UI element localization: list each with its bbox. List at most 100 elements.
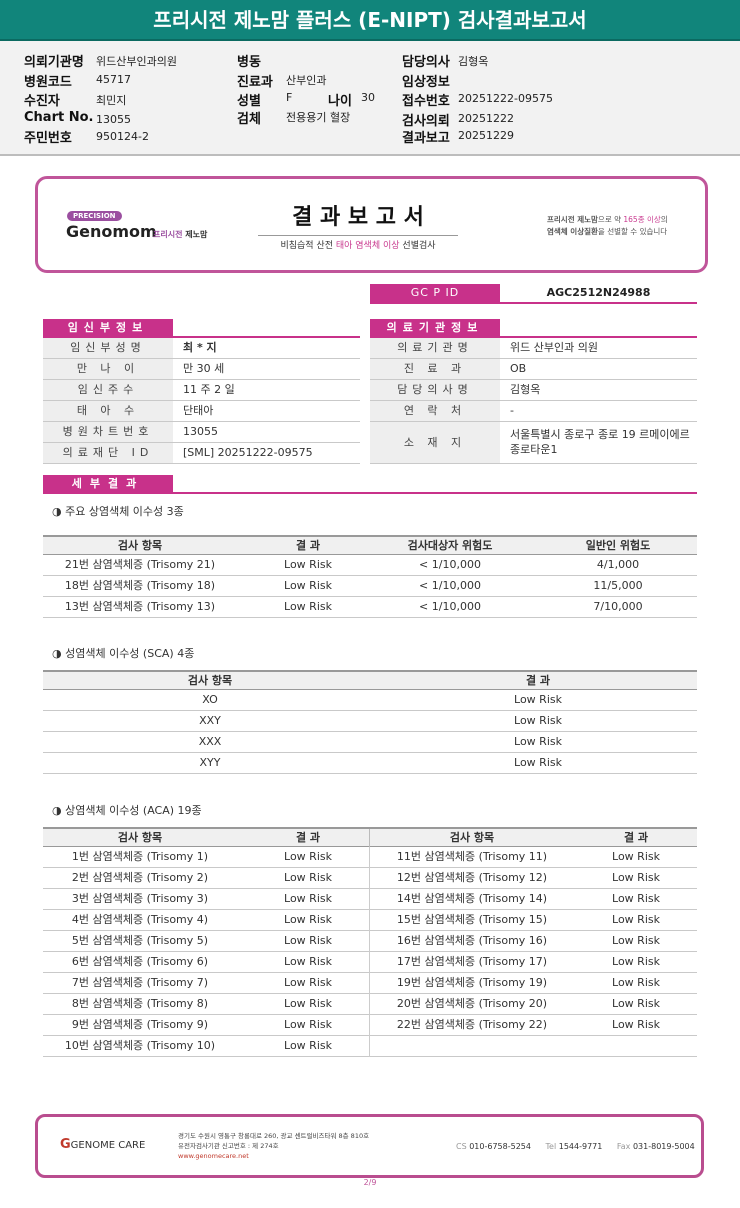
dept-label: 진료과 <box>237 75 273 90</box>
sex-label: 성별 <box>237 94 261 109</box>
table-cell: 21번 삼염색체증 (Trisomy 21) <box>64 558 216 571</box>
report-date-value: 20251229 <box>458 129 514 142</box>
table-cell: 5번 삼염색체증 (Trisomy 5) <box>71 934 209 947</box>
column-divider <box>369 1036 370 1057</box>
hospital-code-label: 병원코드 <box>24 75 72 90</box>
column-divider <box>369 889 370 910</box>
info-value: 단태아 <box>183 404 214 417</box>
doctor-value: 김형옥 <box>458 55 489 68</box>
table-cell: Low Risk <box>514 756 562 769</box>
column-header: 검사 항목 <box>449 831 495 844</box>
table-cell: 14번 삼염색체증 (Trisomy 14) <box>396 892 548 905</box>
info-label: 임신주수 <box>43 380 173 400</box>
info-value: 서울특별시 종로구 종로 19 르메이에르 종로타운1 <box>510 428 690 456</box>
footer-website[interactable]: www.genomecare.net <box>178 1152 249 1160</box>
info-row: 진 료 과 OB <box>370 359 697 380</box>
table-cell: 6번 삼염색체증 (Trisomy 6) <box>71 955 209 968</box>
page-number: 2/9 <box>363 1178 377 1187</box>
table-cell: Low Risk <box>514 693 562 706</box>
subtitle-part: 비침습적 산전 <box>280 241 336 251</box>
tagline-bold: 염색체 이상질환 <box>547 227 598 236</box>
info-row: 담당의사명 김형옥 <box>370 380 697 401</box>
table-cell: 3번 삼염색체증 (Trisomy 3) <box>71 892 209 905</box>
column-divider <box>369 1015 370 1036</box>
table-cell: Low Risk <box>284 600 332 613</box>
column-divider <box>369 973 370 994</box>
age-value: 30 <box>361 91 375 104</box>
column-header: 일반인 위험도 <box>585 539 651 552</box>
table-cell: 22번 삼염색체증 (Trisomy 22) <box>396 1018 548 1031</box>
gcpid-value: AGC2512N24988 <box>546 286 651 299</box>
table-cell: Low Risk <box>284 955 332 968</box>
info-row: 의료기관명 위드 산부인과 의원 <box>370 338 697 359</box>
info-row: 태 아 수 단태아 <box>43 401 360 422</box>
info-label: 소 재 지 <box>370 422 500 463</box>
cs-phone: 010-6758-5254 <box>469 1142 531 1151</box>
institution-label: 의뢰기관명 <box>24 55 84 70</box>
table-row: 4번 삼염색체증 (Trisomy 4) Low Risk 15번 삼염색체증 (T… <box>43 910 697 931</box>
receipt-value: 20251222-09575 <box>458 92 553 105</box>
column-divider <box>369 994 370 1015</box>
column-header: 결 과 <box>525 674 551 687</box>
institution-value: 위드산부인과의원 <box>96 55 177 68</box>
info-row: 병원차트번호 13055 <box>43 422 360 443</box>
table-cell: 11번 삼염색체증 (Trisomy 11) <box>396 850 548 863</box>
sex-value: F <box>286 91 293 104</box>
rrn-value: 950124-2 <box>96 130 149 143</box>
info-value: 위드 산부인과 의원 <box>510 341 598 354</box>
report-date-label: 결과보고 <box>402 131 450 146</box>
table-cell: Low Risk <box>612 955 660 968</box>
major-caption: ◑ 주요 상염색체 이수성 3종 <box>52 505 184 518</box>
clinical-label: 임상정보 <box>402 75 450 90</box>
table-cell: 16번 삼염색체증 (Trisomy 16) <box>396 934 548 947</box>
info-value: 만 30 세 <box>183 362 225 375</box>
table-cell: 1번 삼염색체증 (Trisomy 1) <box>71 850 209 863</box>
info-label: 담당의사명 <box>370 380 500 400</box>
column-header: 검사대상자 위험도 <box>407 539 493 552</box>
table-cell: 13번 삼염색체증 (Trisomy 13) <box>64 600 216 613</box>
table-row: 1번 삼염색체증 (Trisomy 1) Low Risk 11번 삼염색체증 (T… <box>43 847 697 868</box>
column-divider <box>369 868 370 889</box>
specimen-label: 검체 <box>237 112 261 127</box>
column-divider <box>369 829 370 847</box>
patient-label: 수진자 <box>24 94 60 109</box>
footer-license: 유전자검사기관 신고번호 : 제 274호 <box>178 1142 279 1150</box>
subtitle-highlight: 태아 염색체 이상 <box>335 241 400 251</box>
info-value: OB <box>510 362 527 375</box>
info-row: 임신부성명 최 * 지 <box>43 338 360 359</box>
table-cell: 11/5,000 <box>593 579 643 592</box>
genome-care-logo: GGENOME CARE <box>60 1137 146 1152</box>
info-row: 임신주수 11 주 2 일 <box>43 380 360 401</box>
table-row: XYY Low Risk <box>43 753 697 774</box>
table-cell: Low Risk <box>284 871 332 884</box>
table-row: 18번 삼염색체증 (Trisomy 18) Low Risk < 1/10,000… <box>43 576 697 597</box>
table-cell: < 1/10,000 <box>419 600 481 613</box>
table-cell: Low Risk <box>284 913 332 926</box>
rrn-label: 주민번호 <box>24 131 72 146</box>
chart-value: 13055 <box>96 113 131 126</box>
table-row: 9번 삼염색체증 (Trisomy 9) Low Risk 22번 삼염색체증 (T… <box>43 1015 697 1036</box>
info-row: 의료재단 ID [SML] 20251222-09575 <box>43 443 360 464</box>
table-row: XO Low Risk <box>43 690 697 711</box>
table-cell: Low Risk <box>612 976 660 989</box>
table-cell: < 1/10,000 <box>419 558 481 571</box>
table-cell: Low Risk <box>612 850 660 863</box>
table-cell: Low Risk <box>284 997 332 1010</box>
column-header: 검사 항목 <box>117 539 163 552</box>
chart-label: Chart No. <box>24 110 94 125</box>
table-cell: XXX <box>198 735 222 748</box>
table-row: 6번 삼염색체증 (Trisomy 6) Low Risk 17번 삼염색체증 (T… <box>43 952 697 973</box>
info-value: 김형옥 <box>510 383 541 396</box>
report-banner: PRECISION Genomom 프리시전 제노맘 결 과 보 고 서 비침습… <box>35 176 708 273</box>
receipt-label: 접수번호 <box>402 94 450 109</box>
table-cell: 9번 삼염색체증 (Trisomy 9) <box>71 1018 209 1031</box>
table-cell: Low Risk <box>284 1039 332 1052</box>
column-header: 결 과 <box>295 831 321 844</box>
institution-info-header: 의료기관정보 <box>370 319 500 337</box>
column-divider <box>369 910 370 931</box>
table-cell: Low Risk <box>612 892 660 905</box>
specimen-value: 전용용기 혈장 <box>286 111 351 124</box>
age-label: 나이 <box>328 94 352 109</box>
patient-value: 최민지 <box>96 94 127 107</box>
table-cell: Low Risk <box>612 913 660 926</box>
